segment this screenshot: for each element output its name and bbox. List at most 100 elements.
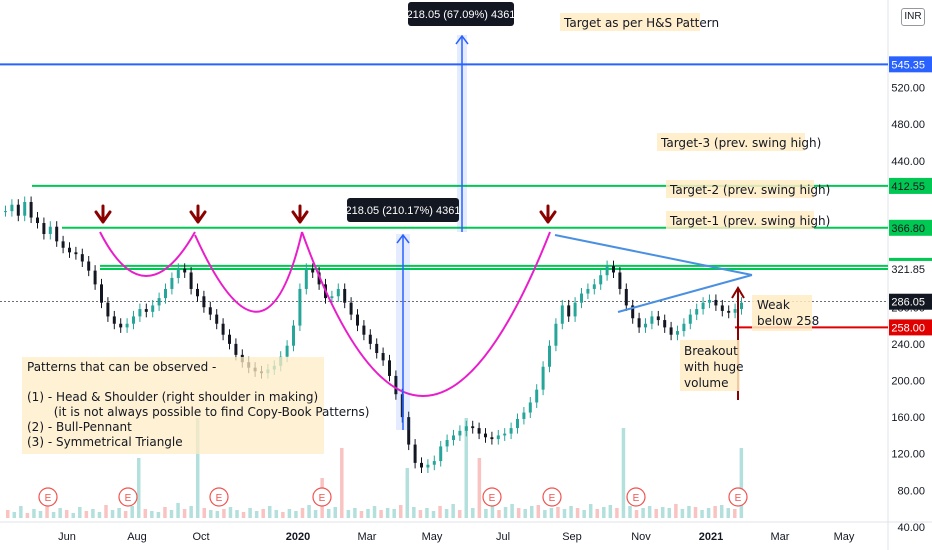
event-marker-text: E xyxy=(735,493,742,504)
breakout-arrowhead xyxy=(731,286,745,299)
candle-body xyxy=(567,305,571,317)
candle-body xyxy=(330,296,334,299)
volume-bar xyxy=(313,510,318,518)
candle-body xyxy=(464,426,468,431)
target1-label: Target-1 (prev. swing high) xyxy=(666,211,830,229)
volume-bar xyxy=(176,503,180,518)
candle-body xyxy=(55,226,59,242)
candle-body xyxy=(490,437,494,440)
volume-bar xyxy=(326,509,331,518)
horizontal-levels xyxy=(0,63,888,329)
volume-bar xyxy=(582,510,586,518)
candle-body xyxy=(573,302,577,317)
pattern-arrow-4 xyxy=(539,204,557,224)
y-tick-label: 520.00 xyxy=(891,83,925,95)
candle-body xyxy=(298,288,302,326)
candle-body xyxy=(650,316,654,324)
patterns-note-line-2: (it is not always possible to find Copy-… xyxy=(27,405,370,419)
candle-body xyxy=(426,464,430,468)
price-badge-bg xyxy=(889,177,932,194)
event-marker-7[interactable]: E xyxy=(626,487,646,507)
volume-bar xyxy=(464,418,468,518)
price-badge-text: 321.85 xyxy=(891,264,925,276)
candle-body xyxy=(336,288,340,297)
candle-body xyxy=(503,433,507,436)
volume-bar xyxy=(268,506,272,518)
event-marker-3[interactable]: E xyxy=(209,487,229,507)
volume-bar xyxy=(693,507,698,518)
volume-bar xyxy=(254,511,259,518)
candle-body xyxy=(215,314,219,324)
event-marker-circle xyxy=(312,487,332,507)
measure-text-mid: 218.05 (210.17%) 4361 xyxy=(346,205,461,217)
volume-bar xyxy=(647,506,652,518)
event-marker-8[interactable]: E xyxy=(728,487,748,507)
price-badge-412.55: 412.55 xyxy=(889,177,932,194)
candle-body xyxy=(548,345,551,367)
event-marker-circle xyxy=(482,487,502,507)
volume-bar xyxy=(202,508,206,518)
volume-bar xyxy=(523,509,527,518)
candle-body xyxy=(528,402,532,413)
pattern-arc-3 xyxy=(301,231,551,397)
event-marker-1[interactable]: E xyxy=(38,487,58,507)
candle-body xyxy=(644,323,647,328)
candle-body xyxy=(311,268,315,273)
candle-body xyxy=(189,272,193,289)
volume-bar xyxy=(418,510,423,518)
volume-bar xyxy=(451,504,455,518)
candle-body xyxy=(68,247,71,253)
candle-body xyxy=(106,302,110,317)
event-marker-circle xyxy=(118,487,138,507)
volume-bar xyxy=(510,504,514,518)
candle-body xyxy=(144,309,148,312)
volume-bar xyxy=(189,506,193,518)
volume-bars xyxy=(6,418,744,518)
candle-body xyxy=(176,268,180,278)
volume-bar xyxy=(457,510,462,518)
candle-body xyxy=(586,288,590,294)
volume-bar xyxy=(241,512,246,518)
volume-bar xyxy=(379,510,383,518)
volume-bar xyxy=(634,510,639,518)
candle-body xyxy=(688,314,692,324)
event-marker-5[interactable]: E xyxy=(482,487,502,507)
volume-bar xyxy=(687,506,691,518)
price-badge-bg xyxy=(889,260,932,277)
volume-bar xyxy=(228,507,233,518)
breakout-text-3: volume xyxy=(684,376,728,390)
volume-bar xyxy=(608,505,613,518)
candle-body xyxy=(304,268,308,289)
volume-bar xyxy=(84,511,89,518)
volume-bar xyxy=(654,509,658,518)
price-badge-bg xyxy=(889,56,932,73)
candle-body xyxy=(80,254,84,262)
price-badge-321.85: 321.85 xyxy=(889,260,932,277)
x-tick-label: May xyxy=(422,531,443,543)
volume-bar xyxy=(706,508,711,518)
volume-bar xyxy=(405,468,410,518)
volume-bar xyxy=(38,511,43,518)
candle-body xyxy=(477,428,481,434)
candle-body xyxy=(452,435,455,441)
volume-bar xyxy=(615,508,619,518)
candle-body xyxy=(701,302,705,310)
volume-bar xyxy=(444,509,449,518)
event-marker-4[interactable]: E xyxy=(312,487,332,507)
volume-bar xyxy=(150,511,154,518)
volume-bar xyxy=(346,510,351,518)
candle-body xyxy=(413,444,417,463)
price-badge-545.35: 545.35 xyxy=(889,56,932,73)
x-tick-label: Nov xyxy=(631,531,651,543)
event-marker-6[interactable]: E xyxy=(542,487,562,507)
x-tick-label: Jun xyxy=(58,531,76,543)
measure-label-mid: 218.05 (210.17%) 4361 xyxy=(346,198,461,222)
event-marker-2[interactable]: E xyxy=(118,487,138,507)
price-badge-bg xyxy=(889,319,932,336)
volume-bar xyxy=(300,508,305,518)
volume-bar xyxy=(392,509,396,518)
volume-bar xyxy=(215,511,220,518)
candle-body xyxy=(605,266,609,276)
currency-badge[interactable]: INR xyxy=(901,8,925,26)
